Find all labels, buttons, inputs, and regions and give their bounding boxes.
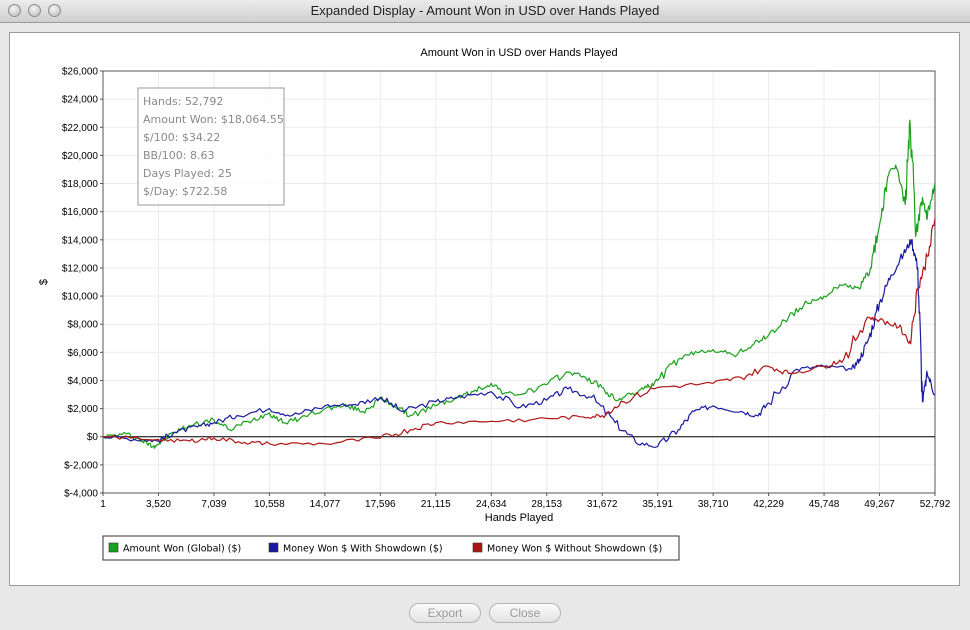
zoom-window-icon[interactable] — [48, 4, 61, 17]
y-tick-label: $26,000 — [62, 67, 99, 78]
plot-border — [102, 70, 936, 494]
legend-box — [102, 535, 680, 561]
close-button[interactable]: Close — [489, 603, 561, 623]
y-tick-label: $4,000 — [67, 376, 98, 387]
amount-won-chart: Amount Won in USD over Hands Played $-4,0… — [38, 47, 951, 561]
chart-panel: Amount Won in USD over Hands Played $-4,0… — [9, 32, 960, 586]
y-tick-label: $20,000 — [62, 151, 99, 162]
x-tick-label: 52,792 — [920, 499, 951, 510]
series-line-1 — [102, 119, 936, 449]
x-axis-label: Hands Played — [485, 512, 554, 524]
stats-info-box — [137, 87, 285, 206]
y-tick-label: $10,000 — [62, 292, 99, 303]
x-tick-label: 1 — [100, 499, 106, 510]
y-tick-label: $-4,000 — [64, 489, 98, 500]
y-tick-label: $2,000 — [67, 404, 98, 415]
x-tick-label: 42,229 — [753, 499, 784, 510]
x-tick-label: 38,710 — [698, 499, 729, 510]
x-tick-label: 14,077 — [310, 499, 341, 510]
y-tick-label: $12,000 — [62, 263, 99, 274]
y-tick-label: $24,000 — [62, 95, 99, 106]
y-tick-label: $8,000 — [67, 320, 98, 331]
x-tick-label: 28,153 — [531, 499, 562, 510]
x-tick-label: 21,115 — [421, 499, 451, 510]
x-tick-label: 24,634 — [476, 499, 507, 510]
y-tick-label: $-2,000 — [64, 460, 98, 471]
chart-title: Amount Won in USD over Hands Played — [420, 47, 617, 59]
stats-line: $/100: $34.22 — [143, 131, 220, 144]
legend-swatch — [472, 542, 483, 553]
y-tick-label: $14,000 — [62, 235, 99, 246]
x-tick-label: 7,039 — [201, 499, 226, 510]
y-tick-label: $22,000 — [62, 123, 99, 134]
stats-line: Amount Won: $18,064.55 — [143, 113, 284, 126]
stats-line: BB/100: 8.63 — [143, 149, 215, 162]
close-window-icon[interactable] — [8, 4, 21, 17]
legend-swatch — [108, 542, 119, 553]
x-tick-label: 31,672 — [587, 499, 618, 510]
x-tick-label: 49,267 — [864, 499, 895, 510]
legend-swatch — [268, 542, 279, 553]
series-line-2 — [102, 239, 936, 448]
export-button[interactable]: Export — [409, 603, 481, 623]
y-axis-label: $ — [38, 279, 50, 285]
window-title: Expanded Display - Amount Won in USD ove… — [310, 3, 660, 18]
window-titlebar: Expanded Display - Amount Won in USD ove… — [0, 0, 970, 23]
minimize-window-icon[interactable] — [28, 4, 41, 17]
stats-line: $/Day: $722.58 — [143, 185, 227, 198]
legend-label: Money Won $ Without Showdown ($) — [487, 544, 662, 555]
legend-label: Money Won $ With Showdown ($) — [283, 544, 443, 555]
x-tick-label: 10,558 — [254, 499, 285, 510]
stats-line: Hands: 52,792 — [143, 95, 223, 108]
series-line-3 — [102, 218, 936, 446]
y-tick-label: $18,000 — [62, 179, 99, 190]
x-tick-label: 35,191 — [642, 499, 673, 510]
x-tick-label: 45,748 — [809, 499, 840, 510]
stats-line: Days Played: 25 — [143, 167, 232, 180]
y-tick-label: $16,000 — [62, 207, 99, 218]
x-tick-label: 17,596 — [365, 499, 396, 510]
x-tick-label: 3,520 — [146, 499, 171, 510]
y-tick-label: $6,000 — [67, 348, 98, 359]
y-tick-label: $0 — [87, 432, 99, 443]
legend-label: Amount Won (Global) ($) — [123, 544, 241, 555]
